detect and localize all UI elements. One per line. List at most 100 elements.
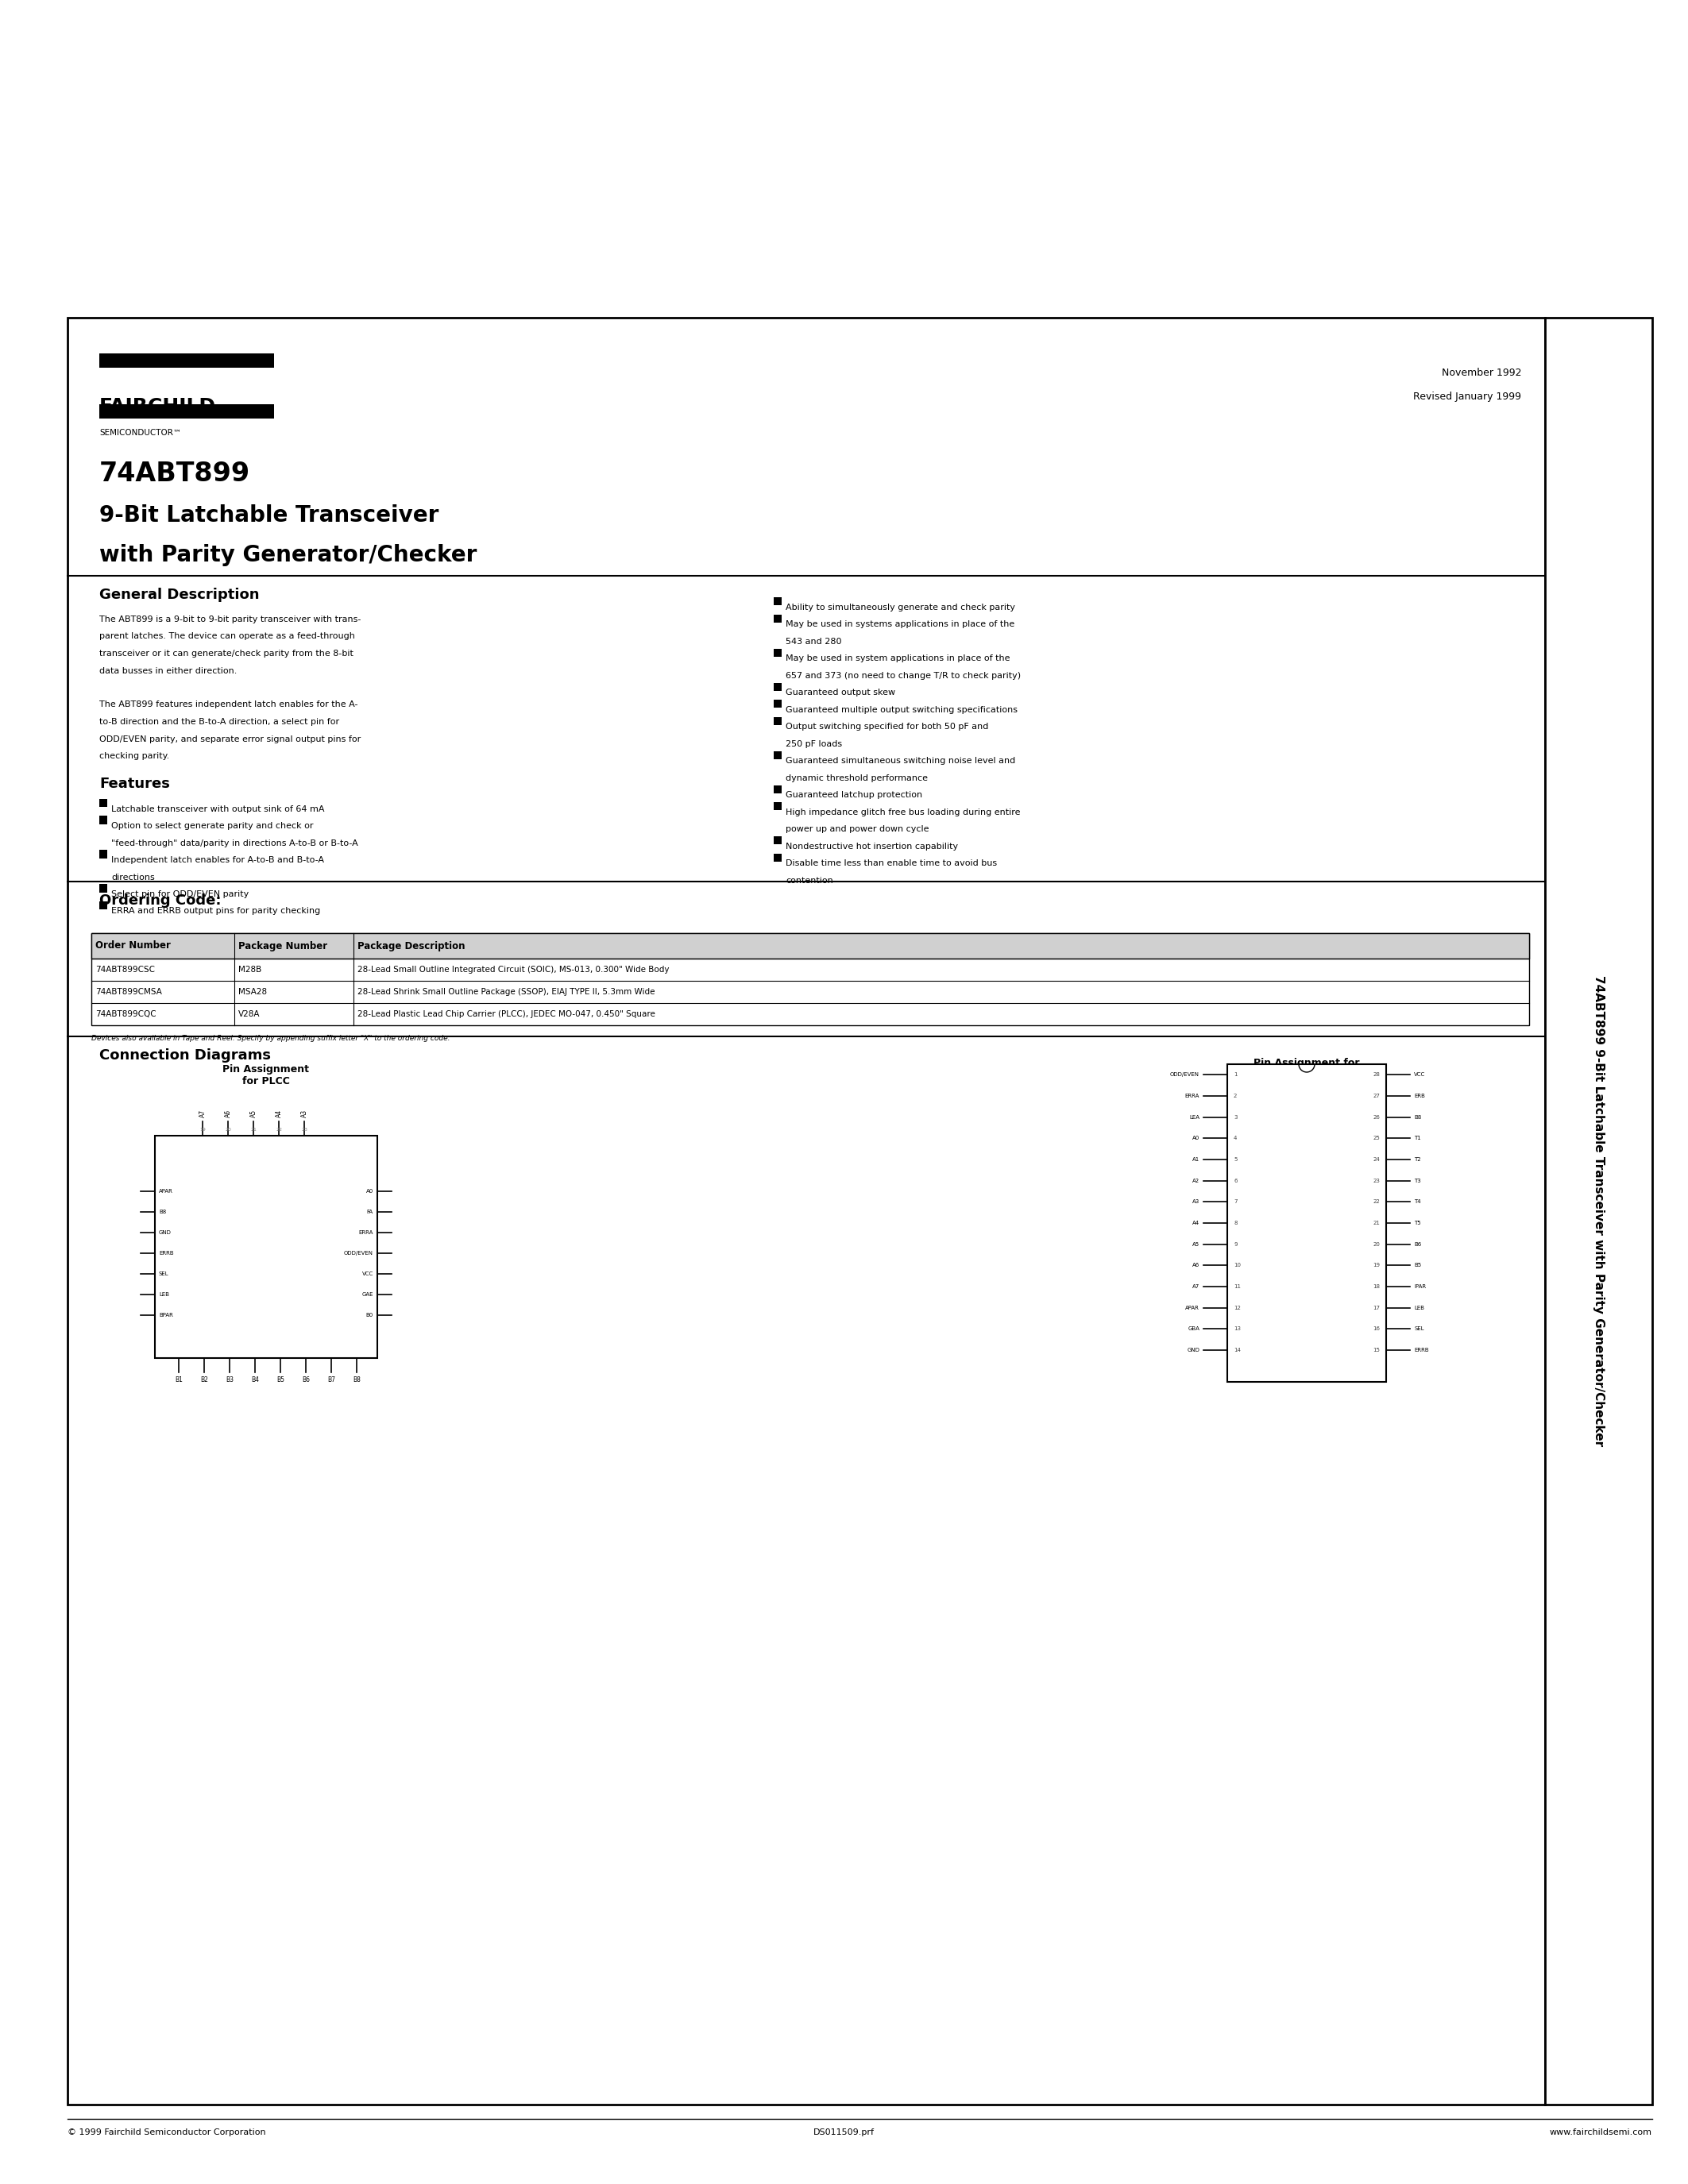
Text: Disable time less than enable time to avoid bus: Disable time less than enable time to av… <box>787 860 998 867</box>
Text: GAE: GAE <box>361 1293 373 1297</box>
Text: 21: 21 <box>1372 1221 1379 1225</box>
Text: Pin Assignment for
SOIC and SSOP: Pin Assignment for SOIC and SSOP <box>1254 1057 1361 1081</box>
Text: 28: 28 <box>1372 1072 1379 1077</box>
Text: Revised January 1999: Revised January 1999 <box>1413 391 1521 402</box>
Bar <box>100 885 108 893</box>
Text: MSA28: MSA28 <box>238 987 267 996</box>
Bar <box>1545 317 1653 2105</box>
Text: ERRA: ERRA <box>1185 1094 1200 1099</box>
Text: SEL: SEL <box>159 1271 169 1275</box>
Bar <box>773 836 782 845</box>
Text: 6: 6 <box>1234 1179 1237 1184</box>
Bar <box>91 933 1529 959</box>
Text: VCC: VCC <box>1415 1072 1425 1077</box>
Text: 18: 18 <box>1372 1284 1379 1289</box>
Text: 3: 3 <box>1234 1114 1237 1120</box>
Text: 9-Bit Latchable Transceiver: 9-Bit Latchable Transceiver <box>100 505 439 526</box>
Text: 27: 27 <box>1372 1094 1379 1099</box>
Text: 28-Lead Small Outline Integrated Circuit (SOIC), MS-013, 0.300" Wide Body: 28-Lead Small Outline Integrated Circuit… <box>358 965 668 974</box>
Bar <box>1227 1064 1386 1382</box>
Text: 12: 12 <box>1234 1306 1241 1310</box>
Text: T4: T4 <box>1415 1199 1421 1203</box>
Text: A4: A4 <box>1192 1221 1200 1225</box>
Text: General Description: General Description <box>100 587 260 603</box>
Text: ERRB: ERRB <box>159 1251 174 1256</box>
Text: A0: A0 <box>1192 1136 1200 1140</box>
Text: Order Number: Order Number <box>95 941 170 950</box>
Text: directions: directions <box>111 874 155 880</box>
Text: APAR: APAR <box>159 1188 174 1195</box>
Text: SEL: SEL <box>1415 1326 1425 1332</box>
Text: B8: B8 <box>353 1376 361 1382</box>
Text: 543 and 280: 543 and 280 <box>787 638 842 646</box>
Text: 13: 13 <box>1234 1326 1241 1332</box>
Text: A7: A7 <box>199 1109 206 1118</box>
Text: ERB: ERB <box>1415 1094 1425 1099</box>
Text: 4: 4 <box>1234 1136 1237 1140</box>
Text: High impedance glitch free bus loading during entire: High impedance glitch free bus loading d… <box>787 808 1021 817</box>
Text: A5: A5 <box>250 1109 257 1118</box>
Bar <box>100 902 108 909</box>
Text: B8: B8 <box>1415 1114 1421 1120</box>
Text: Ability to simultaneously generate and check parity: Ability to simultaneously generate and c… <box>787 603 1016 612</box>
Text: Devices also available in Tape and Reel. Specify by appending suffix letter "X" : Devices also available in Tape and Reel.… <box>91 1035 451 1042</box>
Text: FAIRCHILD: FAIRCHILD <box>100 397 216 417</box>
Text: The ABT899 is a 9-bit to 9-bit parity transceiver with trans-: The ABT899 is a 9-bit to 9-bit parity tr… <box>100 616 361 622</box>
Text: Nondestructive hot insertion capability: Nondestructive hot insertion capability <box>787 843 959 850</box>
Text: B6: B6 <box>302 1376 311 1382</box>
Text: B3: B3 <box>226 1376 233 1382</box>
Text: VCC: VCC <box>361 1271 373 1275</box>
Text: M28B: M28B <box>238 965 262 974</box>
Text: transceiver or it can generate/check parity from the 8-bit: transceiver or it can generate/check par… <box>100 649 353 657</box>
Bar <box>773 614 782 622</box>
Bar <box>91 933 1529 1024</box>
Text: parent latches. The device can operate as a feed-through: parent latches. The device can operate a… <box>100 633 354 640</box>
Text: A4: A4 <box>275 1109 282 1118</box>
Text: Package Number: Package Number <box>238 941 327 950</box>
Text: 5: 5 <box>1234 1158 1237 1162</box>
Text: B5: B5 <box>277 1376 284 1382</box>
Text: B6: B6 <box>1415 1243 1421 1247</box>
Text: GND: GND <box>159 1230 172 1234</box>
Text: B5: B5 <box>1415 1262 1421 1267</box>
Text: A1: A1 <box>1192 1158 1200 1162</box>
Text: 26: 26 <box>1372 1114 1379 1120</box>
Text: A2: A2 <box>1192 1179 1200 1184</box>
Text: Select pin for ODD/EVEN parity: Select pin for ODD/EVEN parity <box>111 891 248 898</box>
Text: data busses in either direction.: data busses in either direction. <box>100 666 236 675</box>
Text: to-B direction and the B-to-A direction, a select pin for: to-B direction and the B-to-A direction,… <box>100 719 339 725</box>
Text: November 1992: November 1992 <box>1442 367 1521 378</box>
Text: B1: B1 <box>176 1376 182 1382</box>
Text: 17: 17 <box>1372 1306 1379 1310</box>
Bar <box>773 701 782 708</box>
Text: LEB: LEB <box>1415 1306 1425 1310</box>
Text: www.fairchildsemi.com: www.fairchildsemi.com <box>1550 2129 1653 2136</box>
Bar <box>100 354 273 367</box>
Text: ERRB: ERRB <box>1415 1348 1428 1352</box>
Text: A6: A6 <box>225 1109 231 1118</box>
Text: 19: 19 <box>1372 1262 1379 1267</box>
Text: 22: 22 <box>1372 1199 1379 1203</box>
Text: B7: B7 <box>327 1376 336 1382</box>
Text: 15: 15 <box>1372 1348 1379 1352</box>
Bar <box>773 598 782 605</box>
Text: 7: 7 <box>1234 1199 1237 1203</box>
Text: IPAR: IPAR <box>1415 1284 1426 1289</box>
Text: Latchable transceiver with output sink of 64 mA: Latchable transceiver with output sink o… <box>111 806 324 812</box>
Text: 11: 11 <box>1234 1284 1241 1289</box>
Text: 23: 23 <box>1372 1179 1379 1184</box>
Text: 23: 23 <box>300 1127 307 1131</box>
Text: 19: 19 <box>199 1127 206 1131</box>
Text: DS011509.prf: DS011509.prf <box>814 2129 874 2136</box>
Text: 9: 9 <box>1234 1243 1237 1247</box>
Text: LEB: LEB <box>159 1293 169 1297</box>
Text: ODD/EVEN: ODD/EVEN <box>1170 1072 1200 1077</box>
Text: 2: 2 <box>1234 1094 1237 1099</box>
Text: Option to select generate parity and check or: Option to select generate parity and che… <box>111 821 314 830</box>
Text: Output switching specified for both 50 pF and: Output switching specified for both 50 p… <box>787 723 989 732</box>
Text: Guaranteed latchup protection: Guaranteed latchup protection <box>787 791 923 799</box>
Text: A0: A0 <box>366 1188 373 1195</box>
Text: ODD/EVEN: ODD/EVEN <box>344 1251 373 1256</box>
Text: A3: A3 <box>300 1109 307 1118</box>
Text: 74ABT899: 74ABT899 <box>100 461 250 487</box>
